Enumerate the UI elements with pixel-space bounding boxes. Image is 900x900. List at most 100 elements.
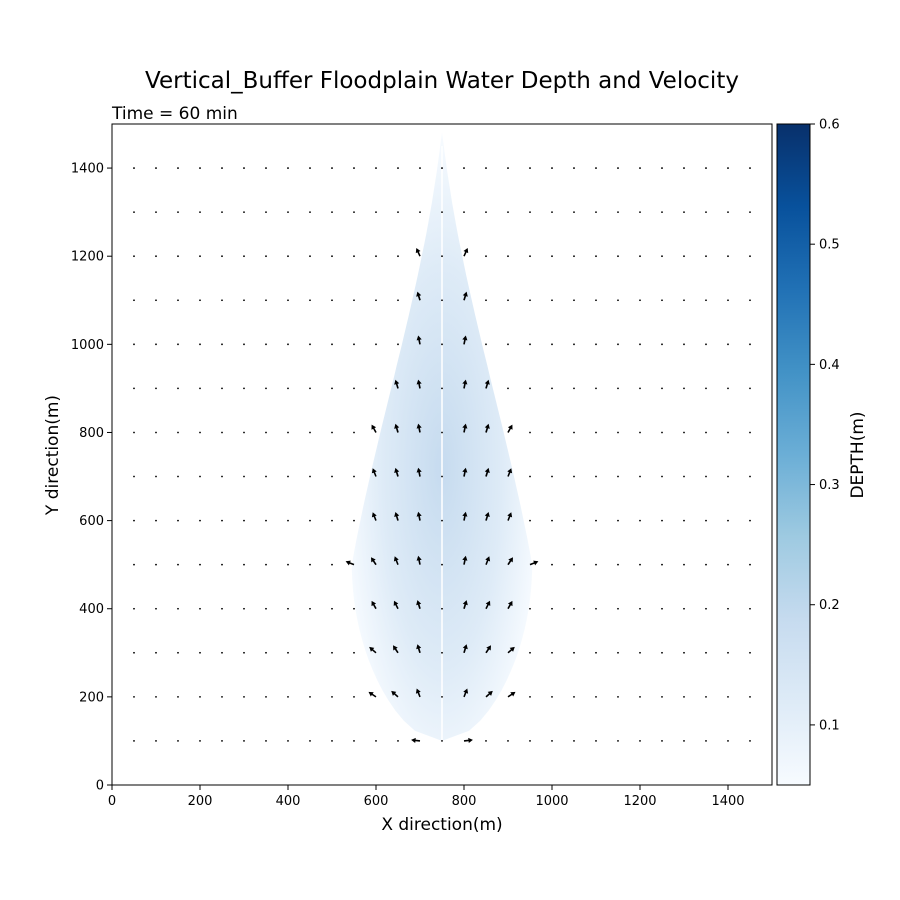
quiver-dot xyxy=(727,343,729,346)
quiver-dot xyxy=(353,475,355,478)
y-axis-ticks: 0 200 400 600 800 1000 1200 1400 xyxy=(71,162,112,794)
quiver-dot xyxy=(551,255,553,258)
y-tick-label: 1200 xyxy=(71,250,104,265)
quiver-dot xyxy=(177,475,179,478)
quiver-dot xyxy=(287,299,289,302)
quiver-dot xyxy=(617,607,619,610)
quiver-dot xyxy=(749,431,751,434)
quiver-dot xyxy=(155,519,157,522)
quiver-dot xyxy=(243,475,245,478)
velocity-arrow xyxy=(371,600,377,610)
quiver-dot xyxy=(661,431,663,434)
quiver-dot xyxy=(617,255,619,258)
quiver-dot xyxy=(309,475,311,478)
quiver-dot xyxy=(595,607,597,610)
quiver-dot xyxy=(573,167,575,169)
quiver-dot xyxy=(221,607,223,610)
quiver-dot xyxy=(551,475,553,478)
quiver-dot xyxy=(221,167,223,169)
quiver-dot xyxy=(243,255,245,258)
velocity-arrows xyxy=(345,248,539,743)
quiver-dot xyxy=(573,255,575,258)
quiver-dot xyxy=(639,211,641,214)
quiver-dot xyxy=(617,519,619,522)
velocity-arrow xyxy=(507,557,513,566)
quiver-dot xyxy=(595,740,597,742)
x-tick-label: 1400 xyxy=(711,794,744,809)
quiver-dot xyxy=(177,651,179,654)
quiver-dot xyxy=(551,695,553,698)
quiver-dot xyxy=(199,651,201,654)
quiver-dot xyxy=(683,607,685,610)
quiver-dot xyxy=(155,255,157,258)
quiver-dot xyxy=(375,211,377,214)
velocity-arrow xyxy=(394,512,400,521)
quiver-dot xyxy=(331,519,333,522)
quiver-dot xyxy=(529,387,531,390)
quiver-dot xyxy=(309,299,311,302)
quiver-dot xyxy=(221,431,223,434)
x-axis-ticks: 0 200 400 600 800 1000 1200 1400 xyxy=(108,785,745,809)
quiver-dot xyxy=(683,740,685,742)
colorbar xyxy=(776,123,811,786)
quiver-dot xyxy=(683,211,685,214)
velocity-arrow xyxy=(416,644,422,653)
quiver-dot xyxy=(441,519,443,522)
quiver-dot xyxy=(221,519,223,522)
velocity-arrow xyxy=(463,248,469,257)
quiver-dot xyxy=(309,255,311,258)
quiver-dot xyxy=(617,299,619,302)
quiver-dot xyxy=(287,651,289,654)
y-tick-label: 400 xyxy=(79,602,104,617)
quiver-dot xyxy=(573,695,575,698)
velocity-arrow xyxy=(507,646,515,654)
quiver-dot xyxy=(727,387,729,390)
quiver-dot xyxy=(265,651,267,654)
quiver-dot xyxy=(221,387,223,390)
velocity-arrow xyxy=(411,737,421,743)
quiver-dot xyxy=(595,255,597,258)
quiver-dot xyxy=(265,255,267,258)
quiver-dot xyxy=(243,607,245,610)
quiver-dot xyxy=(749,519,751,522)
velocity-arrow xyxy=(462,467,468,477)
x-tick-label: 1200 xyxy=(623,794,656,809)
quiver-dot xyxy=(661,343,663,346)
quiver-dot xyxy=(683,519,685,522)
colorbar-label: DEPTH(m) xyxy=(848,411,868,498)
quiver-dot xyxy=(551,519,553,522)
quiver-dot xyxy=(639,475,641,478)
quiver-dot xyxy=(705,563,707,566)
velocity-arrow xyxy=(507,424,513,433)
quiver-dot xyxy=(287,255,289,258)
velocity-arrow xyxy=(462,379,468,389)
quiver-dot xyxy=(177,740,179,742)
quiver-dot xyxy=(551,211,553,214)
quiver-dot xyxy=(639,431,641,434)
quiver-dot xyxy=(573,387,575,390)
quiver-dot xyxy=(529,431,531,434)
quiver-dot xyxy=(309,651,311,654)
quiver-dot xyxy=(463,167,465,169)
velocity-arrow xyxy=(393,600,399,610)
quiver-dot xyxy=(155,431,157,434)
quiver-dot xyxy=(617,563,619,566)
quiver-dot xyxy=(133,167,135,169)
quiver-dot xyxy=(265,519,267,522)
velocity-arrow xyxy=(369,646,377,654)
quiver-dot xyxy=(595,695,597,698)
quiver-dot xyxy=(221,695,223,698)
quiver-dot xyxy=(639,255,641,258)
quiver-dot xyxy=(749,607,751,610)
quiver-dot xyxy=(353,695,355,698)
quiver-dot xyxy=(155,607,157,610)
y-tick-label: 600 xyxy=(79,514,104,529)
quiver-dot xyxy=(727,563,729,566)
quiver-dot xyxy=(155,651,157,654)
quiver-dot xyxy=(353,431,355,434)
quiver-dot xyxy=(133,431,135,434)
quiver-dot xyxy=(199,211,201,214)
quiver-dot xyxy=(177,519,179,522)
quiver-dot xyxy=(221,651,223,654)
quiver-dot xyxy=(441,431,443,434)
